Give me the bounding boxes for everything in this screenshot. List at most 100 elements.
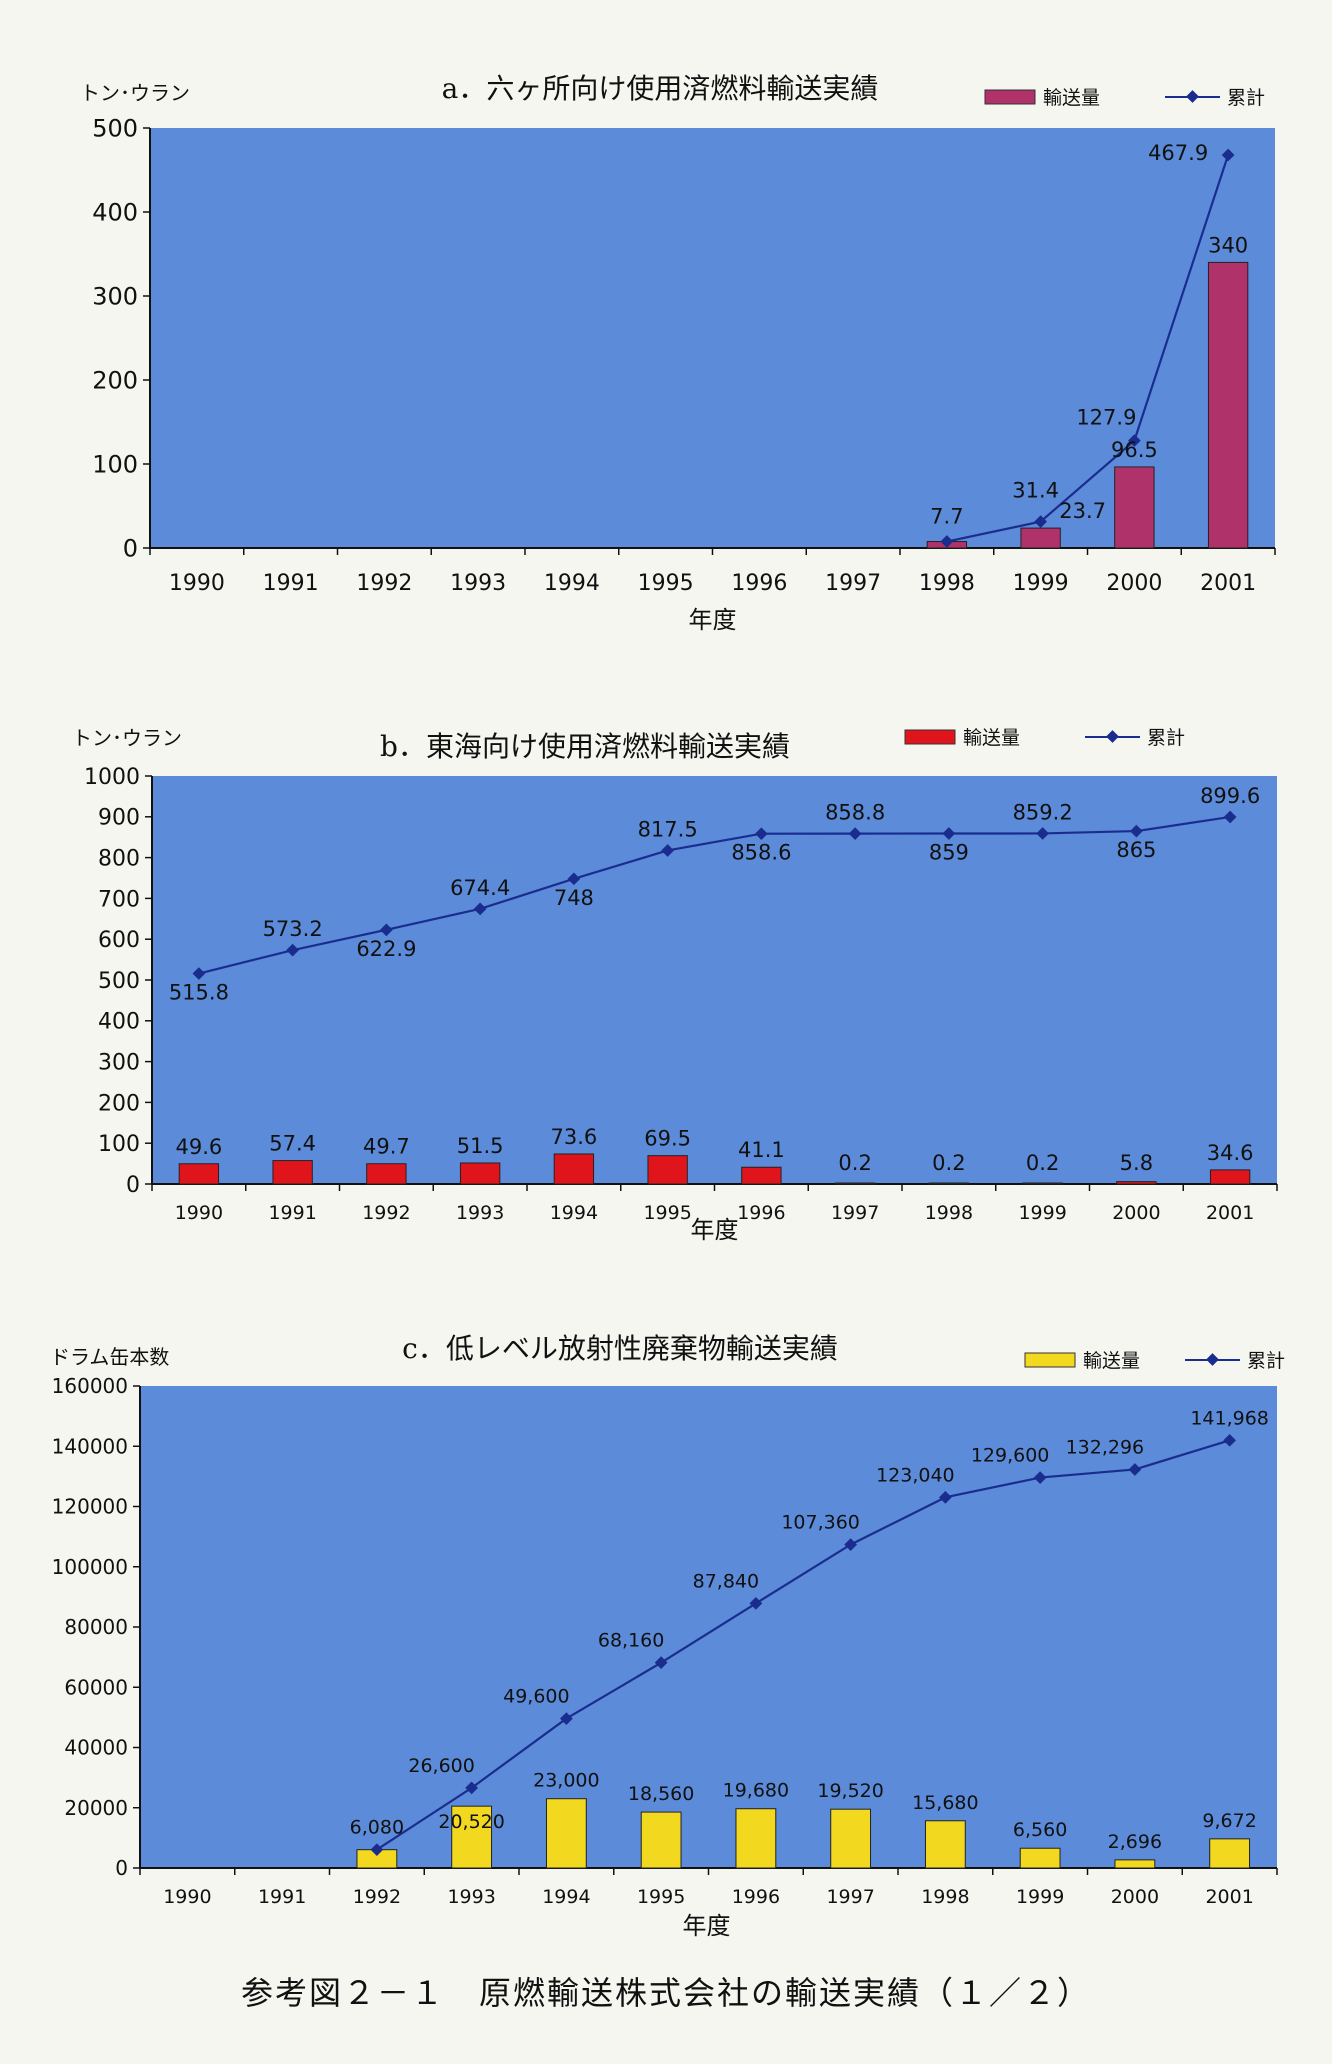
x-tick-label: 2000: [1111, 1886, 1159, 1908]
x-tick-label: 1991: [268, 1202, 316, 1224]
x-tick-label: 1995: [637, 1886, 685, 1908]
y-tick-label: 200: [98, 1091, 140, 1116]
bar-label: 34.6: [1207, 1141, 1254, 1165]
legend-line-label: 累計: [1247, 1350, 1285, 1372]
bar-label: 69.5: [644, 1127, 691, 1151]
y-tick-label: 400: [98, 1010, 140, 1035]
x-tick-label: 1999: [1018, 1202, 1066, 1224]
line-label: 817.5: [638, 817, 698, 841]
bar-label: 49.6: [175, 1135, 222, 1159]
line-label: 858.6: [731, 841, 791, 865]
line-label: 141,968: [1190, 1407, 1269, 1429]
line-label: 573.2: [263, 917, 323, 941]
bar-1998: [924, 1820, 966, 1869]
x-tick-label: 1995: [638, 571, 694, 596]
x-tick-label: 1997: [826, 1886, 874, 1908]
line-label: 31.4: [1012, 479, 1059, 503]
x-tick-label: 1990: [175, 1202, 223, 1224]
legend-bar-label: 輸送量: [1043, 87, 1100, 109]
y-tick-label: 400: [92, 199, 138, 227]
bar-label: 6,560: [1013, 1819, 1067, 1841]
bar-label: 9,672: [1202, 1810, 1256, 1832]
bar-label: 23.7: [1059, 499, 1106, 523]
x-tick-label: 1993: [456, 1202, 504, 1224]
y-tick-label: 0: [123, 535, 138, 563]
bar-label: 0.2: [932, 1151, 965, 1175]
x-tick-label: 1992: [356, 571, 412, 596]
legend-line-label: 累計: [1147, 727, 1185, 749]
y-tick-label: 60000: [64, 1675, 128, 1699]
line-label: 26,600: [408, 1755, 474, 1777]
y-tick-label: 0: [115, 1856, 128, 1880]
cumulative-line: [376, 1439, 1230, 1851]
bar-1992: [366, 1163, 407, 1185]
bar-1999: [1022, 1182, 1063, 1185]
bar-label: 0.2: [1026, 1151, 1059, 1175]
bar-label: 57.4: [269, 1132, 316, 1156]
x-tick-label: 1993: [450, 571, 506, 596]
bar-1999: [1020, 527, 1061, 549]
y-tick-label: 100000: [52, 1555, 128, 1579]
legend-bar-swatch: [984, 89, 1036, 105]
chart-title: c．低レベル放射性廃棄物輸送実績: [402, 1332, 838, 1365]
x-tick-label: 1993: [447, 1886, 495, 1908]
y-tick-label: 80000: [64, 1615, 128, 1639]
chart-title: b．東海向け使用済燃料輸送実績: [380, 730, 790, 763]
line-label: 858.8: [825, 801, 885, 825]
bar-label: 5.8: [1120, 1151, 1153, 1175]
bar-1995: [640, 1811, 682, 1869]
y-tick-label: 300: [98, 1051, 140, 1076]
line-label: 127.9: [1076, 406, 1136, 430]
x-tick-label: 1991: [258, 1886, 306, 1908]
x-tick-label: 1998: [921, 1886, 969, 1908]
bar-2001: [1209, 1838, 1251, 1869]
legend-line-label: 累計: [1227, 87, 1265, 109]
line-label: 515.8: [169, 981, 229, 1005]
x-tick-label: 1999: [1013, 571, 1069, 596]
bar-label: 96.5: [1111, 438, 1158, 462]
x-tick-label: 2001: [1205, 1886, 1253, 1908]
x-tick-label: 1998: [919, 571, 975, 596]
x-tick-label: 1992: [353, 1886, 401, 1908]
bar-2001: [1207, 261, 1249, 549]
x-tick-label: 1994: [544, 571, 600, 596]
y-tick-label: 600: [98, 928, 140, 953]
line-label: 87,840: [693, 1570, 759, 1592]
line-label: 865: [1116, 838, 1156, 862]
x-tick-label: 1990: [163, 1886, 211, 1908]
x-tick-label: 1990: [169, 571, 225, 596]
plot-area: [140, 1386, 1277, 1868]
x-tick-label: 1997: [825, 571, 881, 596]
line-label: 859: [929, 841, 969, 865]
bar-2001: [1209, 1169, 1251, 1185]
bar-label: 23,000: [533, 1770, 599, 1792]
y-axis-label: トン･ウラン: [80, 81, 190, 105]
bar-2000: [1114, 466, 1155, 549]
line-label: 68,160: [598, 1630, 664, 1652]
legend-line-marker: [1106, 730, 1119, 743]
bar-label: 0.2: [838, 1151, 871, 1175]
plot-area: [150, 128, 1275, 548]
x-tick-label: 1994: [550, 1202, 598, 1224]
bar-label: 41.1: [738, 1138, 785, 1162]
legend-bar-swatch: [904, 729, 956, 745]
legend-bar-label: 輸送量: [1083, 1350, 1140, 1372]
legend-bar-label: 輸送量: [963, 727, 1020, 749]
line-label: 674.4: [450, 876, 510, 900]
x-tick-label: 1995: [643, 1202, 691, 1224]
chart-b: b．東海向け使用済燃料輸送実績 トン･ウラン 輸送量 累計 0 100 200 300 400 5…: [72, 726, 1278, 1244]
bar-label: 18,560: [628, 1783, 694, 1805]
bar-1993: [459, 1162, 501, 1185]
bar-label: 51.5: [457, 1134, 504, 1158]
y-axis-label: ドラム缶本数: [50, 1345, 169, 1369]
x-tick-label: 1998: [925, 1202, 973, 1224]
x-tick-label: 1999: [1016, 1886, 1064, 1908]
bar-label: 6,080: [350, 1817, 404, 1839]
y-tick-label: 160000: [52, 1374, 128, 1398]
line-label: 107,360: [781, 1512, 860, 1534]
bar-label: 73.6: [550, 1125, 597, 1149]
x-tick-label: 2001: [1200, 571, 1256, 596]
x-tick-label: 2001: [1206, 1202, 1254, 1224]
y-tick-label: 20000: [64, 1796, 128, 1820]
y-tick-label: 500: [98, 969, 140, 994]
